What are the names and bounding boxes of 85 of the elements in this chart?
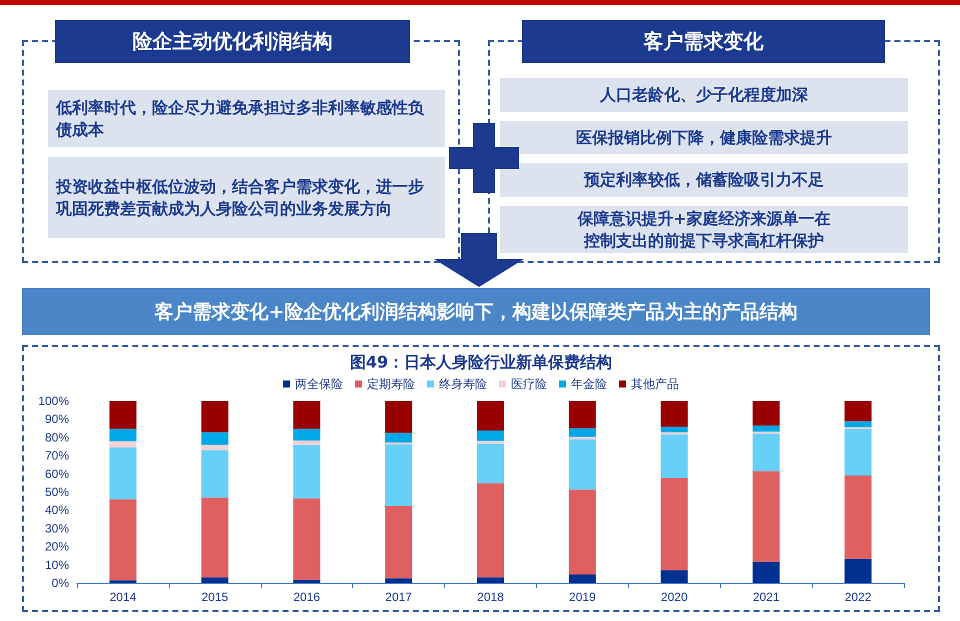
bar [660, 426, 688, 432]
bar [477, 444, 504, 484]
y-tick-label: 50% [44, 485, 70, 499]
text: 客户需求变化 [522, 20, 885, 63]
bar [752, 426, 780, 432]
bar [660, 570, 688, 583]
bar [477, 577, 504, 583]
y-tick-label: 30% [44, 521, 70, 536]
bar [844, 421, 872, 428]
bar [568, 490, 596, 574]
text: 保障意识提升+家庭经济来源单一在控制支出的前提下寻求高杠杆保护 [500, 206, 908, 253]
bar [752, 434, 780, 472]
bar [293, 444, 320, 498]
bar [201, 577, 228, 583]
legend-label: 其他产品 [631, 377, 679, 391]
bar [293, 440, 320, 445]
bar [477, 483, 504, 578]
bar [109, 499, 136, 580]
x-tick-label: 2018 [477, 590, 504, 604]
bar [109, 441, 136, 448]
bar [477, 401, 504, 430]
x-tick-label: 2020 [660, 590, 688, 604]
x-tick-label: 2016 [293, 590, 320, 604]
bar [844, 475, 872, 559]
x-tick-label: 2021 [752, 590, 780, 604]
x-tick-label: 2017 [385, 590, 412, 604]
bar [201, 432, 228, 445]
bar [385, 444, 412, 506]
text: 客户需求变化+险企优化利润结构影响下，构建以保障类产品为主的产品结构 [22, 288, 930, 335]
bar [752, 471, 780, 562]
y-tick-label: 0% [52, 576, 70, 590]
x-tick-label: 2019 [569, 590, 596, 604]
text: 医保报销比例下降，健康险需求提升 [500, 121, 908, 154]
bar [660, 478, 688, 570]
bar [568, 439, 596, 490]
bar [844, 558, 872, 583]
bar [385, 506, 412, 578]
bar [660, 401, 688, 427]
text: 险企主动优化利润结构 [55, 20, 410, 63]
text: 预定利率较低，储蓄险吸引力不足 [500, 163, 908, 197]
legend-label: 医疗险 [511, 377, 547, 391]
x-tick-label: 2014 [110, 590, 137, 604]
x-tick-label: 2022 [844, 590, 872, 604]
bar [568, 428, 596, 437]
bar [385, 401, 412, 433]
bar [293, 498, 320, 580]
bar [844, 401, 872, 422]
text: 人口老龄化、少子化程度加深 [500, 78, 908, 112]
y-tick-label: 100% [38, 394, 70, 408]
bar [201, 498, 228, 578]
text: 投资收益中枢低位波动，结合客户需求变化，进一步巩固死费差贡献成为人身险公司的业务发展方向 [48, 157, 445, 238]
bar [201, 450, 228, 498]
y-tick-label: 90% [44, 412, 70, 426]
text: 低利率时代，险企尽力避免承担过多非利率敏感性负债成本 [48, 90, 445, 147]
bar [109, 401, 136, 429]
bar [477, 440, 504, 444]
bar [385, 432, 412, 442]
bar [109, 428, 136, 442]
y-tick-label: 40% [44, 503, 70, 518]
legend-label: 年金险 [571, 377, 607, 391]
bar [660, 434, 688, 478]
bar [293, 428, 320, 440]
bar [109, 580, 136, 583]
chart-title: 图49：日本人身险行业新单保费结构 [350, 352, 612, 372]
bar [752, 401, 780, 426]
bar [752, 562, 780, 583]
bar [568, 401, 596, 428]
y-tick-label: 70% [44, 448, 70, 463]
bar [109, 447, 136, 500]
legend-label: 终身寿险 [439, 377, 487, 391]
y-tick-label: 80% [44, 430, 70, 444]
legend-label: 两全保险 [295, 377, 343, 391]
bar [293, 580, 320, 583]
bar [201, 401, 228, 432]
bar [477, 430, 504, 441]
bar [844, 428, 872, 476]
bar [293, 401, 320, 429]
bar [385, 578, 412, 583]
y-tick-label: 60% [44, 466, 70, 481]
x-tick-label: 2015 [201, 590, 229, 604]
legend-label: 定期寿险 [367, 377, 415, 391]
bar [201, 444, 228, 450]
y-tick-label: 20% [44, 540, 70, 554]
bar [568, 574, 596, 583]
y-tick-label: 10% [44, 558, 70, 572]
